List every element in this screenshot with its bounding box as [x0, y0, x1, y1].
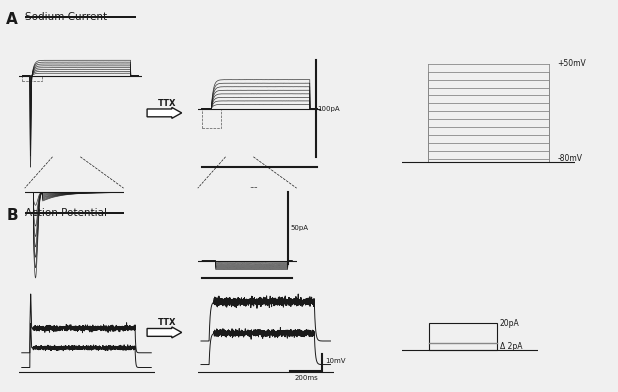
- Text: Sodium Current: Sodium Current: [25, 12, 107, 22]
- Text: 200ms: 200ms: [294, 375, 318, 381]
- Text: +50mV: +50mV: [557, 59, 586, 68]
- Text: A: A: [6, 12, 18, 27]
- Text: 30ms: 30ms: [250, 187, 269, 192]
- Bar: [22, 76, 42, 81]
- Text: Action Potential: Action Potential: [25, 208, 107, 218]
- Text: 100pA: 100pA: [318, 106, 340, 112]
- Bar: [429, 323, 497, 350]
- Text: 10ms: 10ms: [237, 292, 257, 298]
- Text: TTX: TTX: [158, 99, 176, 108]
- Text: TTX: TTX: [158, 318, 176, 327]
- FancyArrow shape: [147, 107, 182, 118]
- Text: B: B: [6, 208, 18, 223]
- Text: Δ 2pA: Δ 2pA: [499, 342, 522, 351]
- Bar: [201, 109, 221, 128]
- Text: -80mV: -80mV: [557, 154, 582, 163]
- Text: 10mV: 10mV: [325, 358, 345, 365]
- FancyArrow shape: [147, 327, 182, 338]
- Text: 20pA: 20pA: [499, 319, 519, 328]
- Text: 50pA: 50pA: [290, 225, 308, 231]
